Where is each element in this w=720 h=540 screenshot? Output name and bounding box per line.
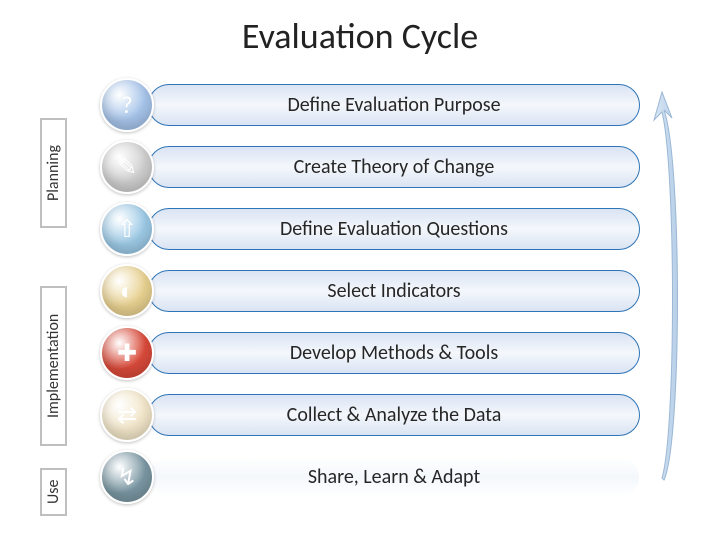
phase-label-implementation: Implementation xyxy=(40,286,67,446)
step-bar: Define Evaluation Questions xyxy=(148,208,640,250)
step-icon: ⇧ xyxy=(100,202,154,256)
step-row: Develop Methods & Tools✚ xyxy=(100,328,640,378)
step-row: Select Indicators◐ xyxy=(100,266,640,316)
step-row: Create Theory of Change✎ xyxy=(100,142,640,192)
step-bar: Collect & Analyze the Data xyxy=(148,394,640,436)
phase-label-use: Use xyxy=(40,468,67,516)
diagram-content: Planning Implementation Use Define Evaluat… xyxy=(40,80,690,520)
step-bar: Create Theory of Change xyxy=(148,146,640,188)
step-icon: ? xyxy=(100,78,154,132)
page-title: Evaluation Cycle xyxy=(0,0,720,68)
step-icon: ◐ xyxy=(100,264,154,318)
cycle-arrow xyxy=(642,80,686,500)
step-row: Share, Learn & Adapt↯ xyxy=(100,452,640,502)
step-bar: Select Indicators xyxy=(148,270,640,312)
phase-label-planning: Planning xyxy=(40,118,67,228)
step-icon: ✚ xyxy=(100,326,154,380)
step-bar: Share, Learn & Adapt xyxy=(148,456,640,498)
step-bar: Define Evaluation Purpose xyxy=(148,84,640,126)
step-row: Collect & Analyze the Data⇄ xyxy=(100,390,640,440)
step-bar: Develop Methods & Tools xyxy=(148,332,640,374)
step-icon: ⇄ xyxy=(100,388,154,442)
steps-container: Define Evaluation Purpose? Create Theory … xyxy=(100,80,640,514)
step-icon: ✎ xyxy=(100,140,154,194)
step-row: Define Evaluation Questions⇧ xyxy=(100,204,640,254)
step-icon: ↯ xyxy=(100,450,154,504)
step-row: Define Evaluation Purpose? xyxy=(100,80,640,130)
